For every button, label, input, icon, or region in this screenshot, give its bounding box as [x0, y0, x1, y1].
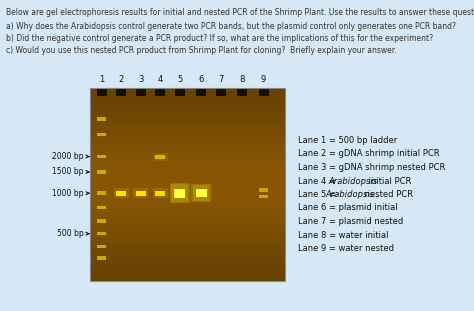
Text: Below are gel electrophoresis results for initial and nested PCR of the Shrimp P: Below are gel electrophoresis results fo…: [6, 8, 474, 17]
Bar: [98, 170, 106, 174]
Text: Lane 1 = 500 bp ladder: Lane 1 = 500 bp ladder: [298, 136, 397, 145]
Text: initial PCR: initial PCR: [365, 177, 411, 185]
Bar: [97, 88, 107, 96]
Text: 2000 bp: 2000 bp: [53, 152, 84, 161]
Bar: [196, 189, 207, 197]
Bar: [153, 188, 168, 198]
Text: Lane 5 =: Lane 5 =: [298, 190, 336, 199]
Text: Lane 7 = plasmid nested: Lane 7 = plasmid nested: [298, 217, 403, 226]
Text: Arabidopsis: Arabidopsis: [325, 190, 374, 199]
Text: nested PCR: nested PCR: [362, 190, 413, 199]
Text: Lane 8 = water initial: Lane 8 = water initial: [298, 230, 389, 239]
Bar: [136, 191, 146, 196]
Bar: [174, 189, 185, 198]
Text: c) Would you use this nested PCR product from Shrimp Plant for cloning?  Briefly: c) Would you use this nested PCR product…: [6, 46, 397, 55]
Text: 2: 2: [118, 75, 124, 84]
Bar: [98, 206, 106, 209]
Text: 1500 bp: 1500 bp: [53, 167, 84, 176]
Text: Lane 9 = water nested: Lane 9 = water nested: [298, 244, 394, 253]
Text: 4: 4: [157, 75, 163, 84]
Text: Lane 4 =: Lane 4 =: [298, 177, 338, 185]
Bar: [98, 192, 106, 195]
Text: Lane 3 = gDNA shrimp nested PCR: Lane 3 = gDNA shrimp nested PCR: [298, 163, 446, 172]
Bar: [155, 191, 165, 196]
Bar: [191, 184, 211, 202]
Bar: [237, 88, 247, 96]
Bar: [116, 88, 126, 96]
Bar: [98, 117, 106, 121]
Text: 9: 9: [261, 75, 266, 84]
Text: Arabidopsis: Arabidopsis: [328, 177, 378, 185]
Bar: [193, 185, 210, 201]
Bar: [259, 195, 268, 198]
Bar: [133, 188, 148, 198]
Bar: [258, 88, 269, 96]
Bar: [116, 191, 126, 196]
Bar: [175, 88, 185, 96]
Bar: [114, 188, 129, 198]
Bar: [98, 232, 106, 235]
Text: a) Why does the Arabidopsis control generate two PCR bands, but the plasmid cont: a) Why does the Arabidopsis control gene…: [6, 22, 456, 31]
Bar: [136, 88, 146, 96]
Text: Lane 2 = gDNA shrimp initial PCR: Lane 2 = gDNA shrimp initial PCR: [298, 150, 439, 159]
Bar: [90, 88, 285, 281]
Text: 8: 8: [239, 75, 245, 84]
Text: 1: 1: [99, 75, 104, 84]
Bar: [98, 155, 106, 158]
Text: 6: 6: [199, 75, 204, 84]
Bar: [98, 220, 106, 223]
Bar: [98, 132, 106, 136]
Text: 7: 7: [218, 75, 223, 84]
Bar: [155, 88, 165, 96]
Bar: [216, 88, 226, 96]
Text: b) Did the negative control generate a PCR product? If so, what are the implicat: b) Did the negative control generate a P…: [6, 34, 433, 43]
Bar: [259, 188, 268, 192]
Text: 5: 5: [177, 75, 182, 84]
Text: Lane 6 = plasmid initial: Lane 6 = plasmid initial: [298, 203, 398, 212]
Bar: [98, 256, 106, 260]
Text: 1000 bp: 1000 bp: [53, 189, 84, 198]
Bar: [153, 152, 168, 160]
Text: 500 bp: 500 bp: [57, 229, 84, 238]
Bar: [98, 244, 106, 248]
Bar: [172, 184, 188, 202]
Text: 3: 3: [138, 75, 144, 84]
Bar: [170, 183, 190, 203]
Bar: [196, 88, 206, 96]
Bar: [155, 155, 165, 159]
